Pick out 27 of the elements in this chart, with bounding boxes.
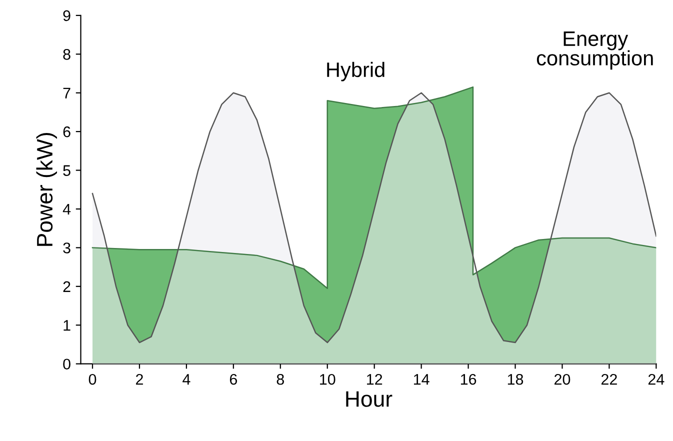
text: Energy consumption [536, 32, 653, 70]
x-tick-label: 0 [88, 374, 96, 385]
y-axis-title: Power (kW) [36, 132, 57, 246]
x-tick-label: 8 [276, 374, 284, 385]
x-tick-label: 4 [182, 374, 190, 385]
y-tick-label: 5 [63, 165, 70, 176]
x-tick-label: 24 [648, 374, 664, 385]
x-tick-label: 12 [367, 374, 382, 385]
y-tick-label: 7 [63, 88, 70, 98]
x-tick-label: 20 [554, 374, 570, 385]
y-tick-label: 1 [64, 320, 70, 331]
y-tick-label: 9 [63, 10, 70, 22]
y-tick-label: 0 [63, 358, 70, 370]
x-tick-label: 14 [414, 374, 430, 385]
series-label: Hybrid [327, 62, 384, 82]
x-tick-label: 22 [601, 374, 617, 385]
y-tick-label: 2 [63, 281, 70, 292]
y-tick-label: 8 [63, 49, 70, 60]
y-tick-label: 6 [63, 126, 70, 138]
x-tick-label: 16 [460, 374, 476, 385]
x-tick-label: 18 [508, 374, 524, 385]
y-tick-label: 3 [63, 242, 70, 254]
x-tick-label: 2 [136, 374, 143, 385]
y-tick-label: 4 [62, 204, 71, 215]
x-tick-label: 10 [320, 374, 336, 385]
x-tick-label: 6 [230, 374, 237, 385]
x-axis-title: Hour [346, 391, 392, 407]
